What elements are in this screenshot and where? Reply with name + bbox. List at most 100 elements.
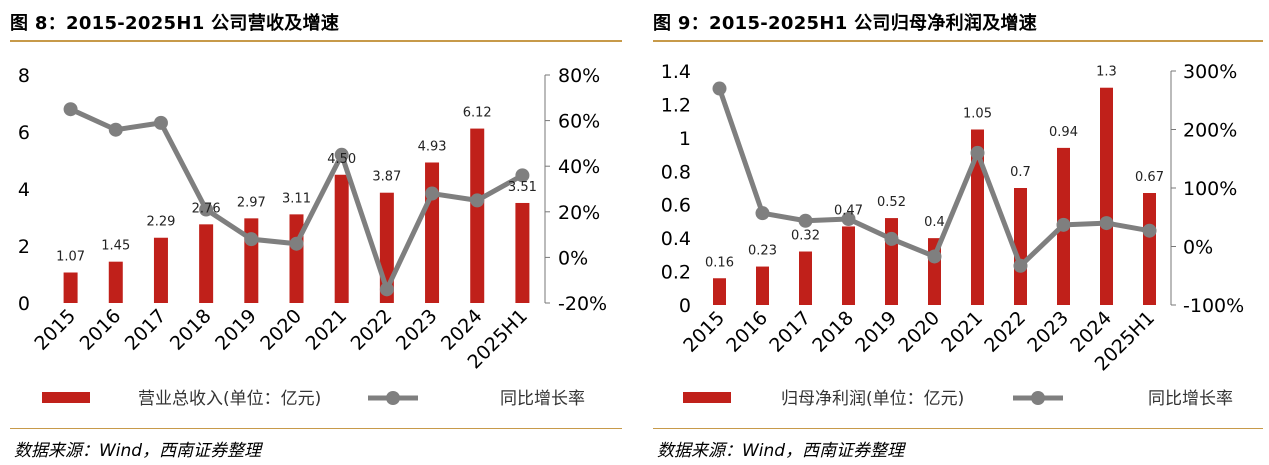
x-tick-label: 2021 <box>301 305 351 355</box>
y-left-tick-label: 1.2 <box>661 94 691 116</box>
figure-title: 图 9：2015-2025H1 公司归母净利润及增速 <box>653 13 1038 34</box>
y-left-tick-label: 1.4 <box>661 61 691 83</box>
x-tick-label: 2016 <box>76 305 126 355</box>
bar <box>971 129 984 305</box>
bottom-divider <box>653 428 1263 429</box>
bar-value-label: 1.05 <box>963 107 992 122</box>
bar-value-label: 4.50 <box>327 152 356 167</box>
growth-point <box>841 212 856 227</box>
bar <box>756 266 769 305</box>
net-profit-chart: 0 0.2 0.4 0.6 0.8 1 1.2 1.4 -100% 0% 100% 200% 300% 0… <box>661 61 1244 409</box>
bar <box>1014 188 1027 305</box>
y-left-tick-label: 0.6 <box>661 195 691 217</box>
bar-value-label: 3.11 <box>282 191 311 206</box>
bar <box>799 251 812 305</box>
y-left-tick-label: 8 <box>18 65 30 87</box>
x-tick-label: 2020 <box>256 305 306 355</box>
x-tick-label: 2021 <box>937 307 987 357</box>
y-right-tick-label: 0% <box>558 247 588 269</box>
bar <box>515 202 530 303</box>
bar <box>842 226 855 305</box>
legend-bar-label: 归母净利润(单位：亿元) <box>781 389 964 409</box>
bar-value-label: 0.16 <box>705 255 734 270</box>
growth-point <box>798 213 813 228</box>
bar-value-label: 0.7 <box>1010 165 1031 180</box>
growth-point <box>289 236 304 251</box>
revenue-chart: 0 2 4 6 8 -20% 0% 20% 40% 60% 80% 1.07 1.45 2.29 2.76 2… <box>18 65 607 409</box>
legend-line-marker <box>386 391 400 405</box>
growth-point <box>470 193 485 208</box>
bar-value-label: 0.32 <box>791 229 820 244</box>
growth-point <box>970 145 985 160</box>
growth-point <box>199 202 214 217</box>
x-tick-label: 2017 <box>121 305 171 355</box>
bar <box>1143 193 1156 305</box>
bottom-divider <box>10 428 622 429</box>
growth-point <box>755 206 770 221</box>
bar <box>153 237 168 303</box>
x-tick-label: 2017 <box>765 307 815 357</box>
bar <box>334 174 349 303</box>
legend-bar-swatch <box>42 392 90 403</box>
growth-point <box>927 249 942 264</box>
bar <box>289 214 304 303</box>
growth-point <box>1099 216 1114 231</box>
x-tick-label: 2016 <box>722 307 772 357</box>
x-tick-label: 2022 <box>347 305 397 355</box>
growth-point <box>63 102 78 117</box>
bar <box>425 162 440 303</box>
bar <box>470 128 485 303</box>
bar-value-label: 0.67 <box>1135 170 1164 185</box>
figure-title: 图 8：2015-2025H1 公司营收及增速 <box>10 13 340 34</box>
y-right-tick-label: -20% <box>558 293 607 315</box>
growth-point <box>334 147 349 162</box>
y-left-tick-label: 0.2 <box>661 262 691 284</box>
bar-value-label: 0.23 <box>748 244 777 259</box>
x-tick-label: 2019 <box>211 305 261 355</box>
growth-point <box>1013 258 1028 273</box>
bar-value-label: 0.52 <box>877 195 906 210</box>
bar <box>108 261 123 303</box>
legend-line-label: 同比增长率 <box>1148 389 1233 409</box>
bar-value-label: 1.07 <box>56 250 85 265</box>
x-tick-label: 2018 <box>166 305 216 355</box>
growth-point <box>1056 217 1071 232</box>
y-right-tick-label: 100% <box>1183 178 1237 200</box>
growth-point <box>884 231 899 246</box>
bar <box>244 218 259 303</box>
source-note: 数据来源：Wind，西南证券整理 <box>14 441 262 461</box>
x-tick-label: 2023 <box>392 305 442 355</box>
y-left-tick-label: 2 <box>18 236 30 258</box>
y-left-tick-label: 0 <box>679 295 691 317</box>
y-left-tick-label: 1 <box>679 128 691 150</box>
bar <box>63 272 78 303</box>
title-divider <box>653 40 1263 42</box>
legend-line-label: 同比增长率 <box>500 389 585 409</box>
growth-point <box>108 122 123 137</box>
y-left-tick-label: 0.8 <box>661 161 691 183</box>
y-right-tick-label: 40% <box>558 156 600 178</box>
bar-value-label: 3.87 <box>372 170 401 185</box>
bar-value-label: 1.45 <box>101 239 130 254</box>
bar-value-label: 3.51 <box>508 180 537 195</box>
y-right-tick-label: 60% <box>558 111 600 133</box>
y-right-tick-label: -100% <box>1183 295 1244 317</box>
bar-value-label: 2.29 <box>146 215 175 230</box>
chart-panel-revenue: 图 8：2015-2025H1 公司营收及增速 0 2 4 6 8 -20% 0% 20% 40… <box>0 0 632 465</box>
title-divider <box>10 40 622 42</box>
bar-value-label: 6.12 <box>463 106 492 121</box>
legend-line-marker <box>1031 391 1045 405</box>
y-left-tick-label: 4 <box>18 179 30 201</box>
chart-panel-net-profit: 图 9：2015-2025H1 公司归母净利润及增速 0 0.2 0.4 0.6 0.8… <box>643 0 1269 465</box>
growth-point <box>425 186 440 201</box>
legend-bar-label: 营业总收入(单位：亿元) <box>138 389 321 409</box>
y-left-tick-label: 0.4 <box>661 228 691 250</box>
source-note: 数据来源：Wind，西南证券整理 <box>657 441 905 461</box>
x-tick-label: 2023 <box>1023 307 1073 357</box>
y-right-tick-label: 80% <box>558 65 600 87</box>
bar-value-label: 0.94 <box>1049 125 1078 140</box>
bar <box>885 218 898 305</box>
y-right-tick-label: 300% <box>1183 61 1237 83</box>
legend-bar-swatch <box>683 392 731 403</box>
growth-point <box>1142 223 1157 238</box>
